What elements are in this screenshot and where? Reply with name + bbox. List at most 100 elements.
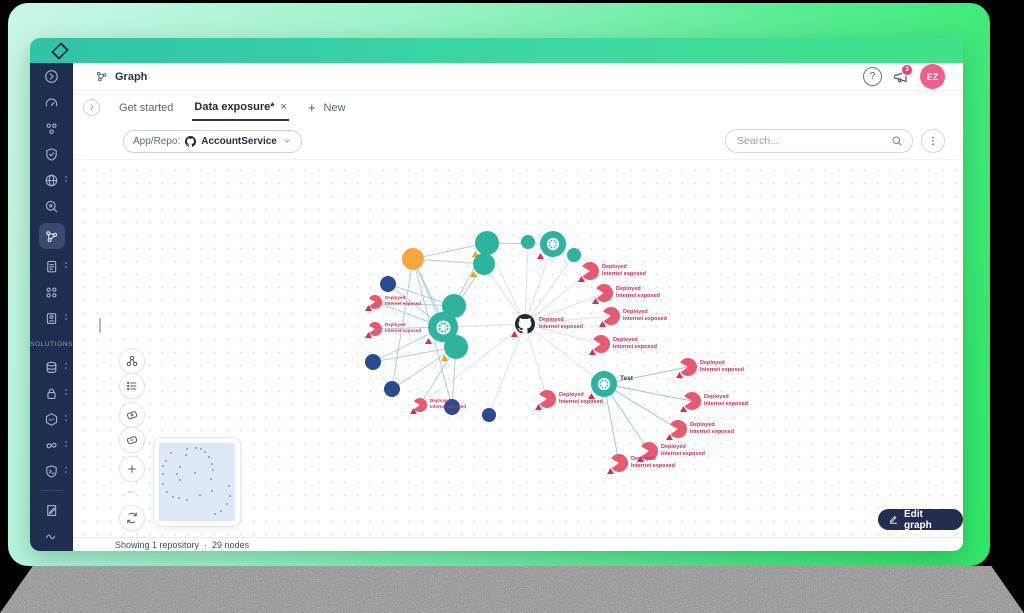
status-showing: Showing 1 repository [115, 539, 200, 550]
warning-triangle-icon [588, 393, 595, 399]
policy-icon [46, 312, 57, 324]
more-options-button[interactable] [921, 129, 945, 153]
tab-data-exposure[interactable]: Data exposure* × [192, 94, 289, 121]
expand-panel-button[interactable] [83, 98, 100, 116]
warning-triangle-icon [441, 355, 448, 361]
warning-triangle-icon [680, 406, 687, 412]
graph-node-blue-B4[interactable] [444, 399, 460, 415]
search-icon [891, 135, 903, 147]
graph-node-teal-warn-T7[interactable] [441, 335, 468, 361]
graph-node-red-R9[interactable] [607, 454, 628, 474]
sidebar-item-dashboard[interactable] [39, 93, 65, 111]
chevron-down-icon [284, 139, 290, 143]
graph-icon [46, 230, 58, 242]
graph-node-red-R6[interactable] [680, 392, 701, 412]
graph-node-red-small-r13[interactable] [410, 398, 427, 414]
graph-node-blue-B1[interactable] [380, 276, 396, 292]
sidebar-item-collapse-circle[interactable] [39, 67, 65, 85]
layout-button[interactable] [119, 348, 145, 374]
github-icon [515, 314, 535, 334]
graph-node-teal-warn-T4[interactable] [470, 253, 495, 277]
warning-triangle-icon [592, 298, 599, 304]
graph-node-red-R5[interactable] [676, 358, 697, 378]
graph-node-red-small-r11[interactable] [365, 295, 382, 311]
filter-label: App/Repo: [133, 135, 181, 147]
graph-node-red-R7[interactable] [666, 420, 687, 440]
graph-node-teal-T1[interactable] [521, 235, 535, 249]
sidebar-item-investigate[interactable] [39, 197, 65, 215]
graph-node-red-R3[interactable] [599, 307, 620, 327]
helm-icon [597, 377, 611, 391]
graph-node-teal-warn-T3[interactable] [472, 231, 499, 257]
lock-icon [47, 388, 56, 399]
sidebar-item-globe[interactable] [39, 171, 67, 189]
sidebar-item-shield-check[interactable] [39, 145, 65, 163]
sidebar-item-shield-cli[interactable] [39, 462, 67, 480]
app-repo-filter-chip[interactable]: App/Repo: AccountService [123, 129, 302, 153]
sidebar-item-policy[interactable] [39, 309, 67, 327]
apps-icon [46, 287, 57, 297]
status-bar: Showing 1 repository · 29 nodes [73, 537, 963, 551]
page-graph-icon [95, 70, 108, 83]
warning-triangle-icon [607, 468, 614, 474]
sidebar-item-activity[interactable] [39, 527, 65, 545]
sidebar-item-data-stack[interactable] [39, 358, 67, 376]
zoom-region-in-button[interactable] [119, 402, 145, 428]
fit-view-button[interactable] [119, 505, 145, 531]
sidebar-item-report[interactable] [39, 257, 67, 275]
graph-node-helm-T6[interactable] [425, 312, 458, 344]
graph-node-github-G1[interactable] [511, 313, 536, 337]
warning-triangle-icon [410, 408, 417, 414]
zoom-in-button[interactable] [119, 456, 145, 482]
graph-node-red-R10[interactable] [535, 390, 556, 410]
graph-canvas[interactable]: Edit graph Test Deployed Internet exposed D… [73, 160, 963, 537]
status-node-count: 29 nodes [212, 539, 250, 550]
graph-node-red-small-r12[interactable] [365, 322, 382, 338]
sidebar-item-inventory[interactable] [39, 119, 65, 137]
graph-node-blue-B2[interactable] [365, 354, 381, 370]
graph-node-red-R1[interactable] [578, 262, 599, 282]
layout-icon [126, 355, 138, 367]
warning-triangle-icon [666, 434, 673, 440]
sidebar-item-apps[interactable] [39, 283, 65, 301]
graph-node-blue-B3[interactable] [384, 381, 400, 397]
warning-triangle-icon [472, 251, 479, 257]
avatar[interactable]: EZ [920, 64, 945, 89]
graph-node-helm-test-T9[interactable] [588, 371, 617, 399]
minimap[interactable] [153, 437, 241, 527]
list-icon [127, 381, 137, 391]
help-button[interactable]: ? [863, 67, 882, 86]
shield-cli-icon [46, 464, 57, 478]
graph-node-teal-T2[interactable] [567, 248, 581, 262]
graph-node-orange-O1[interactable] [402, 248, 424, 270]
close-tab-icon[interactable]: × [280, 100, 287, 113]
list-button[interactable] [119, 373, 145, 399]
sidebar-item-cicd[interactable] [39, 436, 67, 454]
new-tab-button[interactable]: + New [306, 93, 348, 121]
warning-triangle-icon [535, 404, 542, 410]
graph-node-red-R2[interactable] [592, 284, 613, 304]
graph-node-red-R4[interactable] [589, 335, 610, 355]
globe-icon [45, 174, 58, 186]
graph-node-red-R8[interactable] [637, 442, 658, 462]
dashboard-icon [45, 97, 58, 106]
sidebar-item-graph[interactable] [38, 223, 65, 249]
edit-graph-button[interactable]: Edit graph [878, 509, 963, 531]
graph-node-helm-T8[interactable] [537, 231, 566, 259]
new-tab-label: New [323, 101, 346, 114]
search-input[interactable] [735, 134, 891, 148]
helm-icon [435, 319, 451, 335]
sidebar-item-api[interactable]: API [39, 410, 67, 428]
announcements-button[interactable]: 3 [893, 63, 913, 85]
sidebar-item-notes[interactable] [39, 501, 65, 519]
zoom-out-button[interactable] [119, 480, 143, 504]
sidebar-item-lock[interactable] [39, 384, 67, 402]
search-box[interactable] [725, 129, 913, 153]
tab-get-started[interactable]: Get started [119, 101, 174, 114]
zoom-region-out-button[interactable] [119, 427, 145, 453]
helm-icon [546, 237, 560, 251]
chevron-right-icon [90, 104, 93, 110]
sidebar-nav: SOLUTIONS API [30, 63, 73, 551]
graph-node-blue-B5[interactable] [482, 408, 496, 422]
zoom-in-icon [128, 465, 136, 473]
